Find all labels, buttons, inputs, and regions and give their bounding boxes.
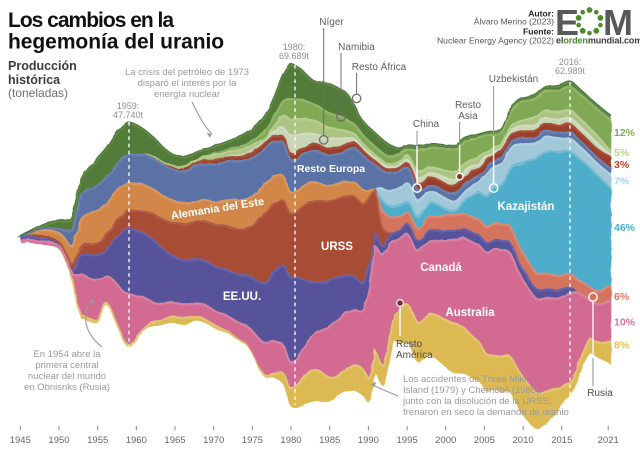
svg-text:46%: 46% <box>614 222 636 234</box>
svg-text:nuclear del mundo: nuclear del mundo <box>28 371 106 382</box>
svg-text:Álvaro Merino (2023): Álvaro Merino (2023) <box>474 16 554 26</box>
svg-text:1965: 1965 <box>164 435 185 446</box>
svg-text:1945: 1945 <box>10 435 31 446</box>
svg-text:Resto África: Resto África <box>352 60 407 73</box>
svg-text:Los cambios en la: Los cambios en la <box>8 9 174 32</box>
svg-text:6%: 6% <box>614 291 630 303</box>
svg-text:1959:: 1959: <box>117 101 140 111</box>
svg-text:Asia: Asia <box>458 111 478 122</box>
svg-text:Resto: Resto <box>455 100 482 111</box>
svg-text:2005: 2005 <box>474 435 495 446</box>
svg-text:primera central: primera central <box>35 360 98 371</box>
svg-text:E: E <box>555 2 578 43</box>
svg-text:Australia: Australia <box>445 307 495 319</box>
svg-text:junto con la disolución de la: junto con la disolución de la URSS, <box>402 396 551 407</box>
svg-text:Kazajistán: Kazajistán <box>498 201 555 213</box>
svg-text:Producción: Producción <box>8 59 77 73</box>
svg-text:M: M <box>603 2 632 43</box>
svg-text:China: China <box>413 119 440 130</box>
svg-text:2015: 2015 <box>551 435 572 446</box>
svg-text:Island (1979) y Chernóbil (198: Island (1979) y Chernóbil (1986), <box>403 385 542 396</box>
svg-text:62.989t: 62.989t <box>555 66 586 76</box>
svg-text:En 1954 abre la: En 1954 abre la <box>33 349 101 360</box>
svg-text:1985: 1985 <box>319 435 340 446</box>
svg-text:Nuclear Energy Agency (2022): Nuclear Energy Agency (2022) <box>437 36 554 46</box>
svg-text:47.740t: 47.740t <box>113 110 144 120</box>
svg-text:1955: 1955 <box>87 435 108 446</box>
svg-text:5%: 5% <box>614 147 630 159</box>
svg-text:frenaron en seco la demanda de: frenaron en seco la demanda de uranio <box>403 407 569 418</box>
svg-text:1980:: 1980: <box>283 42 306 52</box>
svg-text:URSS: URSS <box>321 241 353 253</box>
svg-text:histórica: histórica <box>8 73 61 87</box>
svg-text:8%: 8% <box>614 340 630 352</box>
svg-text:Resto Europa: Resto Europa <box>297 163 365 175</box>
svg-text:Namibia: Namibia <box>338 42 375 53</box>
svg-text:2016:: 2016: <box>559 57 582 67</box>
svg-text:(toneladas): (toneladas) <box>8 86 68 100</box>
svg-text:69.689t: 69.689t <box>279 51 310 61</box>
svg-text:hegemonía del uranio: hegemonía del uranio <box>8 31 224 54</box>
svg-text:disparó el interés por la: disparó el interés por la <box>138 78 237 89</box>
svg-text:elordenmundial.com: elordenmundial.com <box>556 36 640 46</box>
svg-text:Canadá: Canadá <box>420 262 462 274</box>
svg-text:Níger: Níger <box>319 17 344 28</box>
svg-text:Uzbekistán: Uzbekistán <box>489 74 538 85</box>
svg-text:1990: 1990 <box>358 435 379 446</box>
svg-text:La crisis del petróleo de 1973: La crisis del petróleo de 1973 <box>125 67 249 78</box>
svg-text:Resto: Resto <box>396 339 423 350</box>
svg-text:10%: 10% <box>614 317 636 329</box>
svg-text:energía nuclear: energía nuclear <box>154 89 220 100</box>
svg-text:1980: 1980 <box>280 435 301 446</box>
svg-text:América: América <box>396 350 433 361</box>
svg-text:1995: 1995 <box>397 435 418 446</box>
svg-text:3%: 3% <box>614 159 630 171</box>
svg-text:EE.UU.: EE.UU. <box>223 291 261 303</box>
svg-text:2000: 2000 <box>435 435 456 446</box>
svg-text:Los accidentes de Three Mile: Los accidentes de Three Mile <box>403 374 527 385</box>
svg-text:Fuente:: Fuente: <box>523 26 554 36</box>
svg-text:1975: 1975 <box>242 435 263 446</box>
svg-text:1950: 1950 <box>48 435 69 446</box>
svg-text:Autor:: Autor: <box>528 8 554 18</box>
svg-text:Rusia: Rusia <box>587 388 613 399</box>
svg-text:1970: 1970 <box>203 435 224 446</box>
svg-text:1960: 1960 <box>126 435 147 446</box>
svg-text:7%: 7% <box>614 176 630 188</box>
svg-text:2010: 2010 <box>513 435 534 446</box>
svg-text:en Obnisnks (Rusia): en Obnisnks (Rusia) <box>24 382 110 393</box>
svg-text:12%: 12% <box>614 127 636 139</box>
svg-text:2021: 2021 <box>598 435 619 446</box>
